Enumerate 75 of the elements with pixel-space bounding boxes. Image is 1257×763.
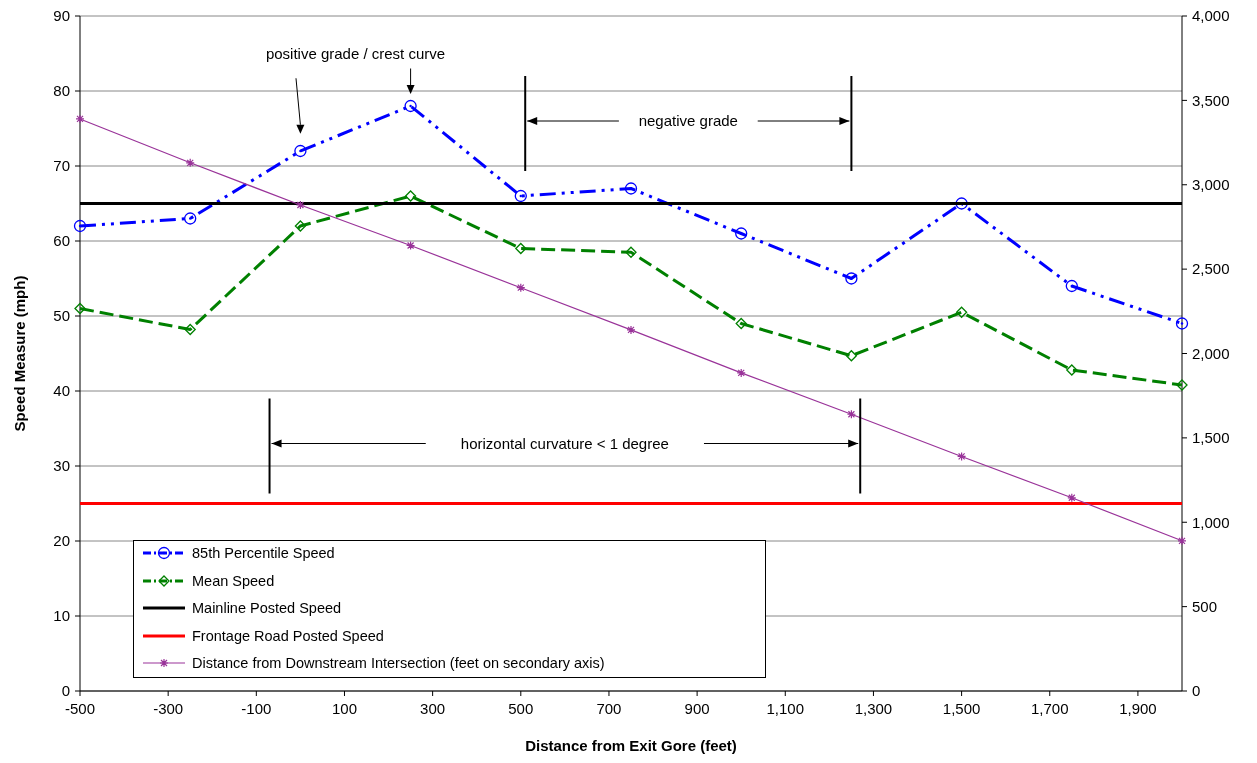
point [846, 409, 856, 419]
point [73, 219, 87, 233]
point [845, 272, 858, 285]
point [294, 220, 307, 232]
x-tick-label: -100 [241, 700, 272, 717]
y2-tick-label: 4,000 [1192, 7, 1230, 25]
point [1177, 536, 1187, 546]
point [625, 246, 637, 258]
y-axis-title: Speed Measure (mph) [11, 275, 28, 432]
point [736, 368, 746, 378]
x-tick-label: 1,100 [766, 700, 805, 717]
point [845, 350, 858, 362]
legend-label: Frontage Road Posted Speed [192, 627, 384, 644]
point [75, 114, 85, 124]
point [295, 200, 305, 210]
x-tick-label: 1,900 [1119, 700, 1157, 717]
legend-label: Mean Speed [192, 572, 275, 589]
annotation: horizontal curvature < 1 degree [460, 434, 669, 452]
point [516, 283, 526, 293]
point [404, 99, 417, 113]
y-tick-label: 80 [53, 82, 70, 100]
y-tick-label: 10 [53, 607, 70, 625]
point [184, 212, 197, 225]
point [735, 317, 747, 330]
point [626, 325, 636, 335]
y-tick-label: 50 [53, 307, 70, 325]
point [514, 189, 527, 203]
annotation: negative grade [638, 112, 738, 130]
annotation: positive grade / crest curve [265, 44, 446, 62]
legend-label: 85th Percentile Speed [192, 545, 335, 561]
point [735, 227, 748, 240]
point [1065, 279, 1078, 293]
x-tick-label: 1,500 [942, 700, 981, 717]
x-tick-label: 700 [596, 700, 622, 717]
y-tick-label: 70 [53, 157, 70, 175]
point [955, 306, 968, 318]
y-tick-label: 30 [53, 457, 70, 475]
point [294, 144, 307, 158]
point [955, 197, 968, 210]
x-tick-label: 300 [420, 700, 446, 717]
point [1176, 379, 1188, 391]
y-tick-label: 20 [53, 532, 70, 550]
point [406, 240, 416, 251]
point [74, 302, 86, 315]
point [1067, 493, 1077, 503]
point [957, 451, 967, 462]
y2-tick-label: 500 [1192, 597, 1218, 615]
y2-tick-label: 3,000 [1192, 176, 1230, 193]
point [1175, 317, 1189, 330]
x-tick-label: -500 [64, 700, 96, 717]
point [515, 242, 527, 255]
point [1066, 364, 1078, 376]
x-axis-title: Distance from Exit Gore (feet) [525, 737, 737, 754]
x-tick-label: 1,300 [854, 700, 893, 717]
point [404, 190, 417, 202]
y2-tick-label: 1,000 [1192, 513, 1230, 531]
legend-label: Distance from Downstream Intersection (feet on secondary axis) [192, 655, 605, 671]
y2-tick-label: 2,000 [1192, 344, 1230, 362]
y-tick-label: 60 [53, 232, 70, 250]
y-tick-label: 90 [53, 7, 70, 25]
x-tick-label: 900 [684, 700, 710, 717]
y2-tick-label: 0 [1192, 682, 1201, 700]
y-tick-label: 40 [53, 382, 70, 400]
y-tick-label: 0 [61, 682, 70, 700]
y2-tick-label: 2,500 [1192, 260, 1230, 278]
point [184, 323, 196, 336]
point [624, 182, 638, 195]
x-tick-label: -300 [153, 700, 184, 717]
x-tick-label: 1,700 [1030, 700, 1069, 717]
x-tick-label: 100 [331, 700, 357, 717]
y2-tick-label: 3,500 [1192, 91, 1230, 109]
y2-tick-label: 1,500 [1192, 429, 1230, 447]
x-tick-label: 500 [508, 700, 534, 717]
legend-label: Mainline Posted Speed [192, 600, 342, 616]
point [185, 158, 195, 168]
